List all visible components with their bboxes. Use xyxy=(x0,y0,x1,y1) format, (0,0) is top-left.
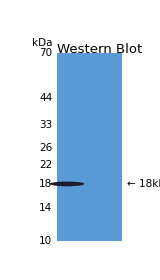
Text: 33: 33 xyxy=(39,120,52,130)
Bar xyxy=(57,53,122,241)
Text: 18: 18 xyxy=(39,179,52,189)
Text: kDa: kDa xyxy=(32,38,52,48)
Text: 10: 10 xyxy=(39,235,52,246)
Text: 70: 70 xyxy=(39,48,52,58)
Text: 44: 44 xyxy=(39,93,52,103)
Text: 14: 14 xyxy=(39,203,52,213)
Ellipse shape xyxy=(50,181,84,186)
Text: Western Blot: Western Blot xyxy=(57,43,142,56)
Text: 22: 22 xyxy=(39,160,52,170)
Text: 26: 26 xyxy=(39,143,52,153)
Text: ← 18kDa: ← 18kDa xyxy=(127,179,160,189)
